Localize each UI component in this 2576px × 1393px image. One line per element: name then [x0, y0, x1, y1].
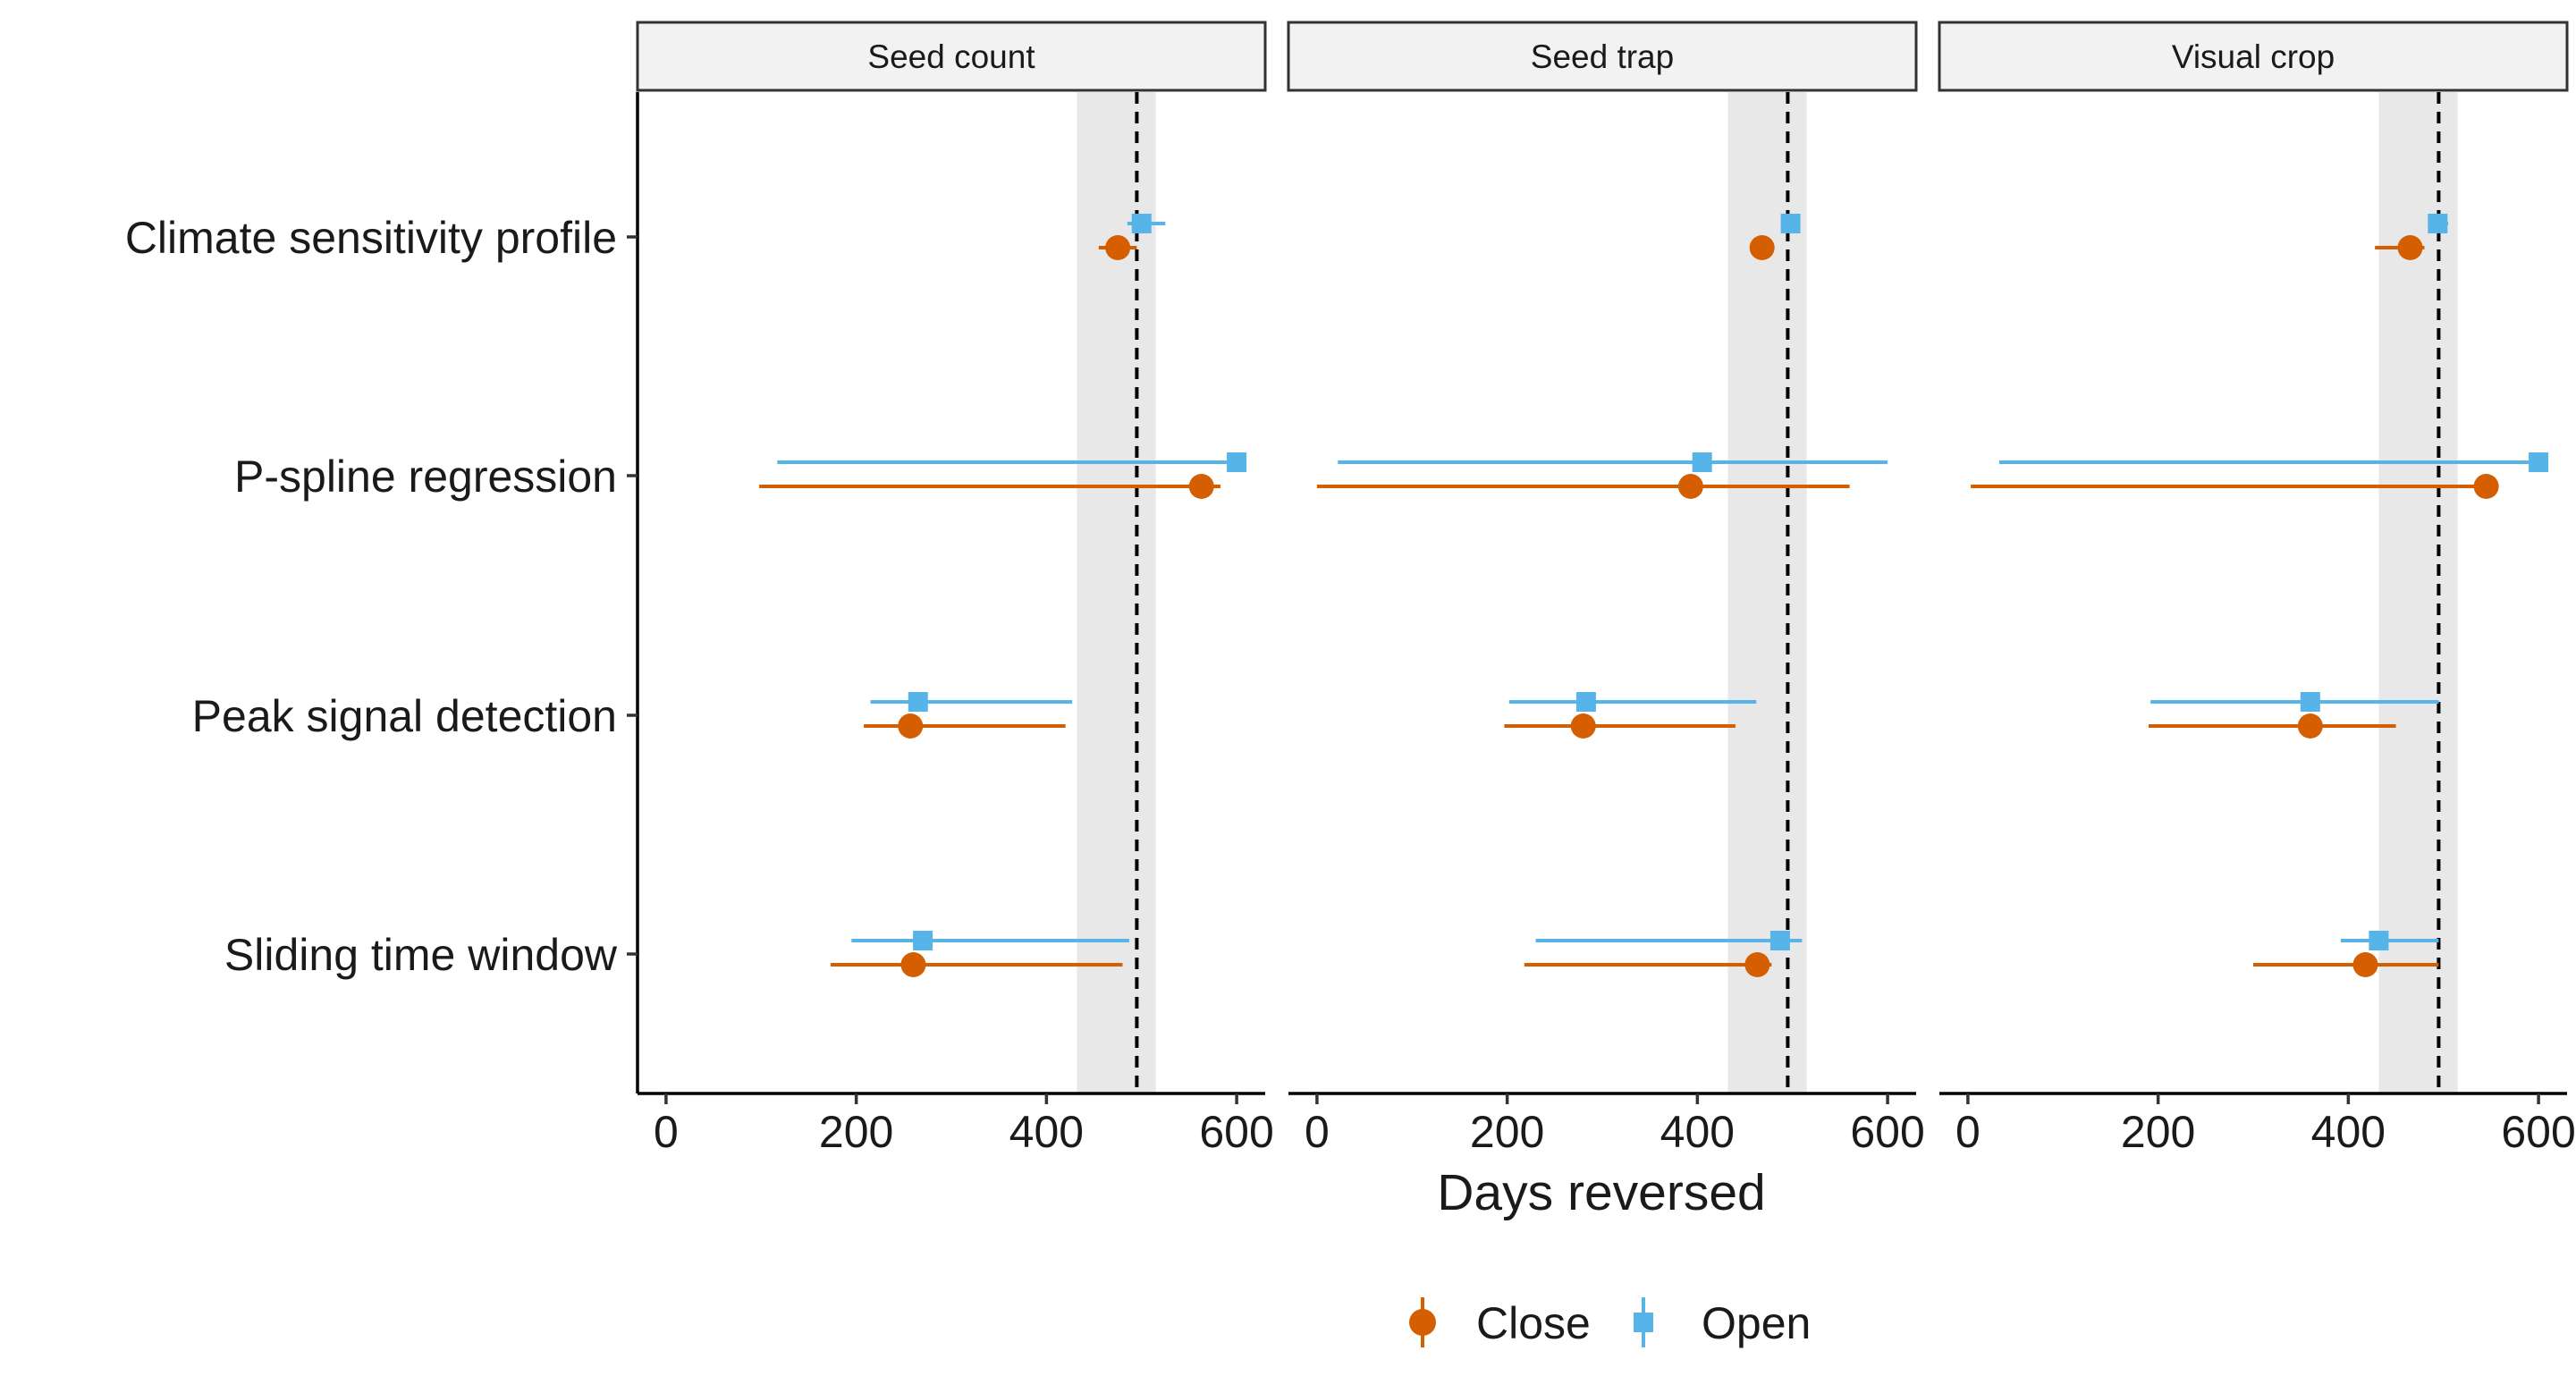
- x-tick-label: 600: [1850, 1107, 1924, 1157]
- point-p-spline-regression-close: [1316, 474, 1850, 499]
- marker-circle: [1749, 235, 1775, 260]
- marker-circle: [1105, 235, 1131, 260]
- marker-circle: [900, 952, 926, 977]
- legend-item-open: Open: [1634, 1297, 1811, 1348]
- point-sliding-time-window-open: [1535, 931, 1803, 950]
- x-tick-label: 200: [819, 1107, 893, 1157]
- marker-circle: [898, 713, 924, 739]
- x-tick-label: 600: [1199, 1107, 1273, 1157]
- x-axis-title: Days reversed: [1437, 1164, 1765, 1221]
- point-sliding-time-window-open: [851, 931, 1129, 950]
- facet-seed-trap: Seed trap 0 200 400 600: [1287, 21, 1925, 1157]
- point-peak-signal-detection-open: [870, 692, 1073, 712]
- point-sliding-time-window-close: [2253, 952, 2439, 977]
- marker-square: [2428, 214, 2448, 233]
- point-peak-signal-detection-close: [864, 713, 1066, 739]
- point-peak-signal-detection-close: [1504, 713, 1736, 739]
- x-tick-label: 0: [654, 1107, 679, 1157]
- point-p-spline-regression-open: [777, 452, 1247, 472]
- marker-square: [2529, 452, 2549, 472]
- marker-circle: [1570, 713, 1596, 739]
- point-peak-signal-detection-open: [1508, 692, 1757, 712]
- facet-strip: [636, 21, 1267, 92]
- facet-strip-label: Seed trap: [1531, 38, 1674, 75]
- reference-band: [2378, 92, 2458, 1093]
- facet-strip: [1938, 21, 2569, 92]
- point-sliding-time-window-open: [2340, 931, 2439, 950]
- x-tick-label: 0: [1305, 1107, 1330, 1157]
- marker-square: [1227, 452, 1247, 472]
- y-tick-label: P-spline regression: [234, 452, 617, 502]
- point-peak-signal-detection-close: [2149, 713, 2396, 739]
- legend: Close Open: [1409, 1297, 1811, 1348]
- facet-strip-label: Seed count: [867, 38, 1035, 75]
- marker-square: [913, 931, 933, 950]
- marker-square: [2369, 931, 2389, 950]
- point-p-spline-regression-open: [1999, 452, 2549, 472]
- marker-circle: [1188, 474, 1214, 499]
- point-climate-sensitivity-profile-close: [2375, 235, 2425, 260]
- point-climate-sensitivity-profile-open: [1780, 214, 1801, 233]
- marker-square: [1692, 452, 1712, 472]
- marker-square: [1769, 931, 1790, 950]
- y-axis: Climate sensitivity profile P-spline regr…: [125, 92, 639, 1093]
- point-sliding-time-window-close: [1524, 952, 1772, 977]
- x-tick-label: 400: [1660, 1107, 1735, 1157]
- marker-circle: [2297, 713, 2323, 739]
- legend-label: Open: [1702, 1298, 1811, 1348]
- point-p-spline-regression-close: [759, 474, 1221, 499]
- x-tick-label: 400: [2311, 1107, 2386, 1157]
- legend-label: Close: [1476, 1298, 1591, 1348]
- facet-seed-count: Seed count 0 200 400 600: [636, 21, 1274, 1157]
- legend-item-close: Close: [1409, 1297, 1591, 1348]
- point-climate-sensitivity-profile-open: [2428, 214, 2449, 233]
- marker-square: [2300, 692, 2320, 712]
- marker-circle: [1677, 474, 1703, 499]
- x-tick-label: 200: [2121, 1107, 2195, 1157]
- y-tick-label: Sliding time window: [224, 930, 618, 980]
- legend-key-circle: [1409, 1309, 1436, 1336]
- facet-visual-crop: Visual crop 0 200 400 600: [1938, 21, 2576, 1157]
- marker-circle: [1744, 952, 1770, 977]
- point-peak-signal-detection-open: [2150, 692, 2439, 712]
- y-tick-label: Climate sensitivity profile: [125, 213, 617, 263]
- x-tick-label: 400: [1009, 1107, 1084, 1157]
- point-p-spline-regression-open: [1338, 452, 1888, 472]
- x-tick-label: 600: [2501, 1107, 2575, 1157]
- marker-square: [1131, 214, 1152, 233]
- marker-square: [1780, 214, 1801, 233]
- point-climate-sensitivity-profile-close: [1098, 235, 1137, 260]
- point-climate-sensitivity-profile-close: [1749, 235, 1775, 260]
- point-p-spline-regression-close: [1971, 474, 2499, 499]
- marker-square: [1575, 692, 1596, 712]
- marker-square: [908, 692, 928, 712]
- marker-circle: [2352, 952, 2378, 977]
- facet-strip-label: Visual crop: [2172, 38, 2335, 75]
- marker-circle: [2397, 235, 2423, 260]
- legend-key-square: [1634, 1313, 1653, 1332]
- point-climate-sensitivity-profile-open: [1127, 214, 1166, 233]
- y-tick-label: Peak signal detection: [192, 691, 617, 741]
- point-sliding-time-window-close: [830, 952, 1123, 977]
- x-tick-label: 0: [1955, 1107, 1981, 1157]
- marker-circle: [2473, 474, 2499, 499]
- x-tick-label: 200: [1470, 1107, 1544, 1157]
- facet-strip: [1287, 21, 1918, 92]
